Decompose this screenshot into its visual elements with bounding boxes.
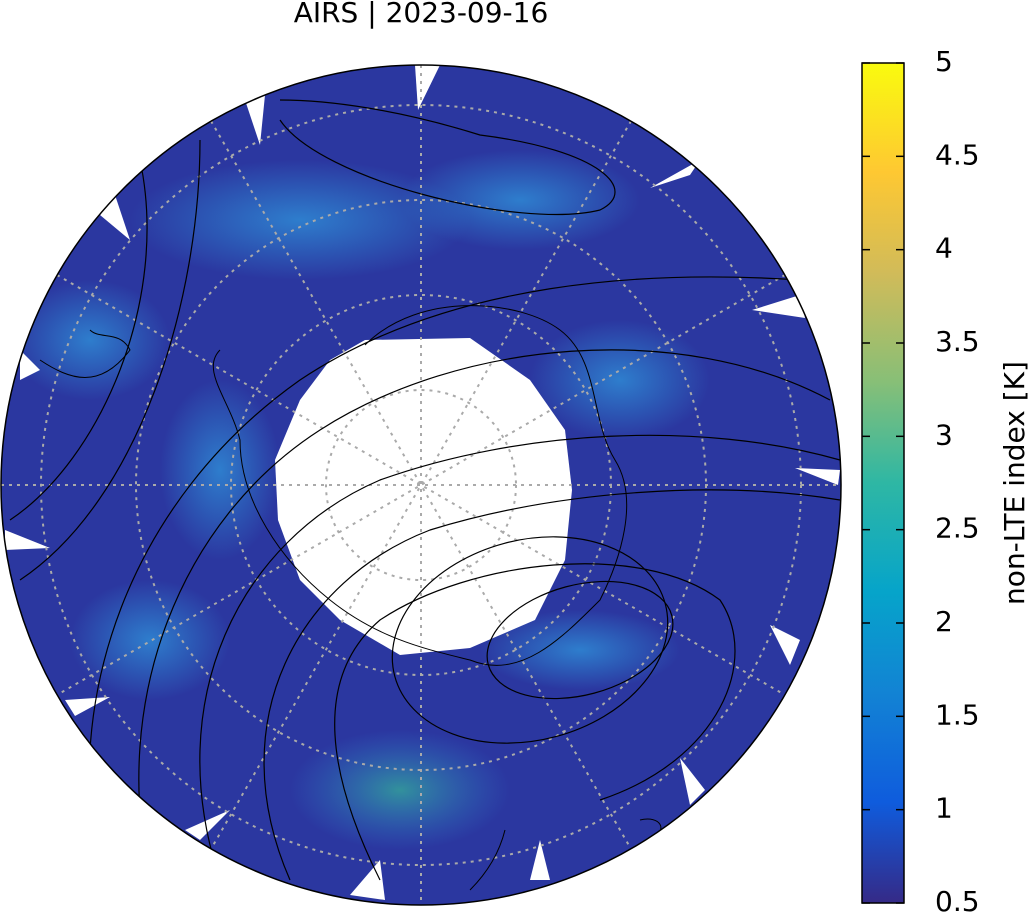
map — [1, 65, 841, 905]
colorbar-tick-label: 4.5 — [935, 138, 980, 171]
colorbar-label: non-LTE index [K] — [998, 361, 1031, 605]
colorbar-tick-label: 3 — [935, 418, 953, 451]
map-title: AIRS | 2023-09-16 — [294, 0, 549, 29]
data-gap — [275, 338, 572, 655]
coastlines — [39, 305, 662, 891]
colorbar-tick-label: 2 — [935, 605, 953, 638]
bright-patches — [10, 150, 710, 850]
colorbar — [861, 62, 905, 904]
contours — [9, 99, 841, 881]
colorbar-tick-label: 1 — [935, 792, 953, 825]
colorbar-tick-label: 0.5 — [935, 885, 980, 913]
colorbar-tick-label: 1.5 — [935, 698, 980, 731]
colorbar-tick-label: 5 — [935, 45, 953, 78]
map-border — [0, 64, 842, 906]
colorbar-tick-label: 2.5 — [935, 512, 980, 545]
graticule — [1, 65, 841, 905]
colorbar-tick-label: 3.5 — [935, 325, 980, 358]
orbit-gaps — [5, 65, 840, 900]
colorbar-tick-label: 4 — [935, 232, 953, 265]
